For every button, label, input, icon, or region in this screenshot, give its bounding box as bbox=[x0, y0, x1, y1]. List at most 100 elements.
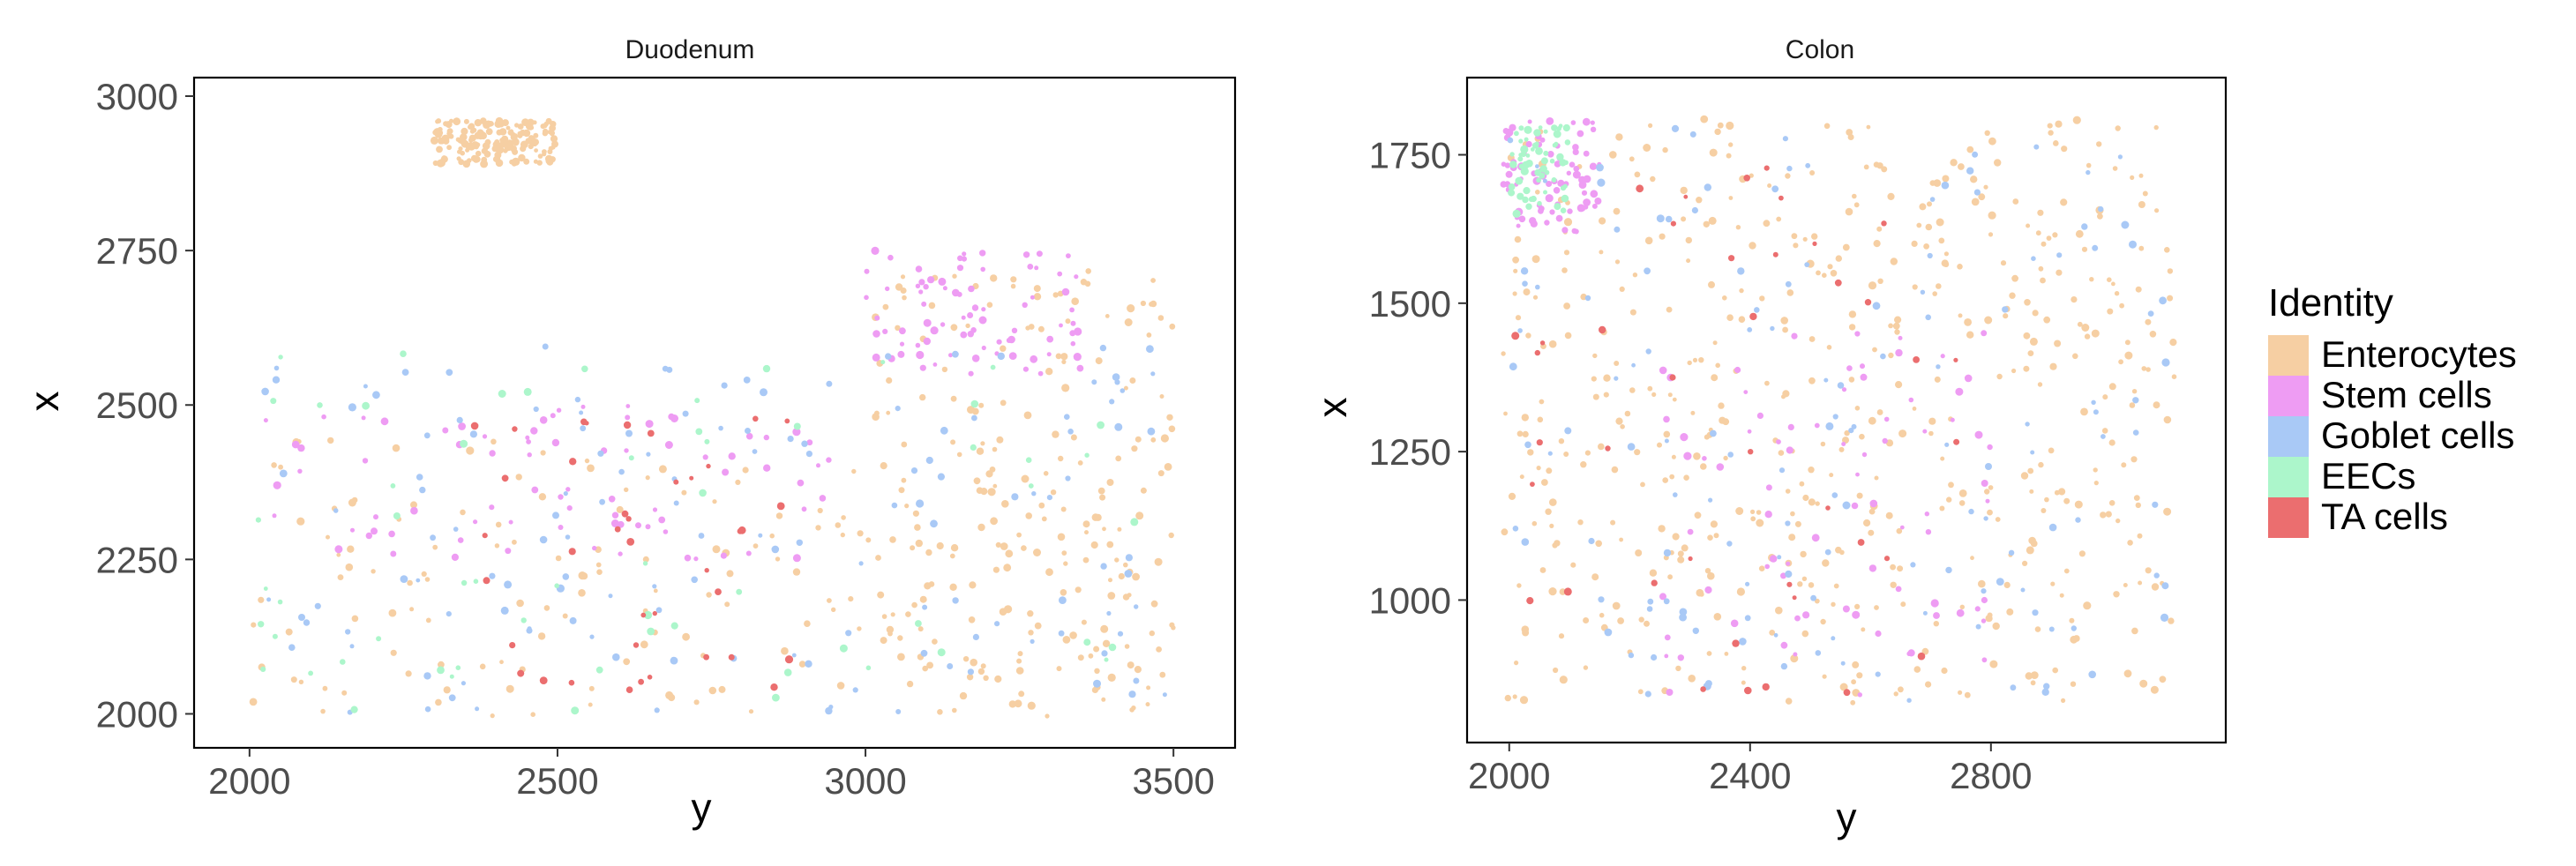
data-point bbox=[864, 268, 870, 274]
data-point bbox=[980, 441, 985, 446]
data-point bbox=[1890, 258, 1898, 265]
data-point bbox=[371, 527, 378, 535]
data-point bbox=[1563, 160, 1569, 165]
data-point bbox=[2049, 362, 2057, 370]
data-point bbox=[1734, 366, 1741, 374]
data-point bbox=[1981, 657, 1988, 663]
data-point bbox=[1791, 332, 1798, 340]
data-point bbox=[552, 511, 559, 519]
data-point bbox=[2137, 533, 2143, 539]
data-point bbox=[540, 450, 546, 456]
data-point bbox=[291, 440, 300, 449]
data-point bbox=[1787, 423, 1794, 430]
data-point bbox=[483, 147, 488, 153]
data-point bbox=[1944, 442, 1950, 447]
data-point bbox=[1981, 596, 1988, 604]
data-point bbox=[569, 458, 577, 466]
duodenum-x-tick-label: 2000 bbox=[208, 760, 290, 802]
data-point bbox=[1690, 410, 1696, 415]
data-point bbox=[797, 479, 805, 487]
data-point bbox=[473, 579, 479, 584]
data-point bbox=[1508, 183, 1516, 190]
data-point bbox=[372, 391, 380, 399]
data-point bbox=[272, 513, 277, 519]
data-point bbox=[498, 390, 506, 398]
data-point bbox=[1875, 671, 1881, 677]
data-point bbox=[917, 626, 924, 632]
series-eecs bbox=[1508, 123, 1571, 218]
data-point bbox=[542, 131, 549, 137]
data-point bbox=[1531, 255, 1540, 264]
data-point bbox=[980, 663, 986, 669]
data-point bbox=[1794, 520, 1801, 527]
colon-title: Colon bbox=[1786, 35, 1854, 64]
data-point bbox=[1033, 285, 1041, 293]
data-point bbox=[455, 665, 461, 670]
data-point bbox=[1822, 272, 1827, 279]
data-point bbox=[805, 660, 812, 668]
data-point bbox=[1792, 595, 1797, 601]
data-point bbox=[658, 516, 666, 524]
data-point bbox=[2089, 277, 2094, 282]
data-point bbox=[1604, 628, 1613, 637]
data-point bbox=[1539, 137, 1546, 143]
data-point bbox=[351, 615, 359, 623]
data-point bbox=[1851, 423, 1857, 429]
data-point bbox=[952, 273, 957, 279]
data-point bbox=[1773, 632, 1778, 638]
data-point bbox=[1563, 452, 1569, 457]
data-point bbox=[449, 118, 453, 123]
data-point bbox=[1708, 216, 1717, 225]
data-point bbox=[2081, 246, 2088, 252]
data-point bbox=[882, 303, 889, 310]
data-point bbox=[979, 250, 986, 257]
data-point bbox=[968, 370, 974, 377]
data-point bbox=[2154, 208, 2160, 213]
data-point bbox=[971, 407, 979, 415]
data-point bbox=[2123, 669, 2132, 678]
data-point bbox=[1082, 520, 1090, 528]
data-point bbox=[507, 129, 514, 136]
data-point bbox=[1501, 528, 1509, 536]
data-point bbox=[1563, 218, 1573, 227]
data-point bbox=[1059, 596, 1067, 604]
data-point bbox=[1077, 460, 1083, 466]
data-point bbox=[2107, 308, 2114, 315]
data-point bbox=[1686, 258, 1691, 264]
data-point bbox=[588, 685, 595, 691]
data-point bbox=[542, 343, 549, 350]
data-point bbox=[1508, 492, 1516, 501]
data-point bbox=[1014, 699, 1022, 708]
data-point bbox=[522, 129, 531, 138]
data-point bbox=[1927, 252, 1933, 259]
data-point bbox=[584, 421, 589, 426]
data-point bbox=[2029, 337, 2038, 346]
data-point bbox=[509, 642, 516, 649]
data-point bbox=[505, 684, 514, 693]
colon-y-tick-label: 1500 bbox=[1369, 283, 1451, 325]
duodenum-y-tick-label: 2500 bbox=[96, 384, 178, 426]
data-point bbox=[1146, 685, 1151, 691]
data-point bbox=[2030, 671, 2039, 679]
data-point bbox=[1129, 377, 1136, 384]
data-point bbox=[1992, 622, 2000, 631]
data-point bbox=[490, 438, 497, 445]
data-point bbox=[922, 604, 928, 610]
data-point bbox=[1852, 661, 1860, 668]
data-point bbox=[555, 555, 562, 562]
data-point bbox=[1518, 163, 1524, 169]
data-point bbox=[350, 527, 355, 533]
duodenum-panel: Duodenum 2000 2500 3000 3500 20002250250027… bbox=[21, 35, 1237, 831]
data-point bbox=[1610, 519, 1616, 526]
data-point bbox=[1539, 172, 1546, 179]
data-point bbox=[1885, 511, 1893, 519]
data-point bbox=[1801, 630, 1809, 638]
data-point bbox=[271, 462, 277, 468]
data-point bbox=[1081, 619, 1087, 625]
data-point bbox=[1056, 666, 1062, 672]
data-point bbox=[595, 666, 603, 674]
data-point bbox=[509, 145, 514, 150]
data-point bbox=[1562, 123, 1570, 132]
data-point bbox=[1868, 416, 1876, 425]
data-point bbox=[1128, 691, 1136, 698]
